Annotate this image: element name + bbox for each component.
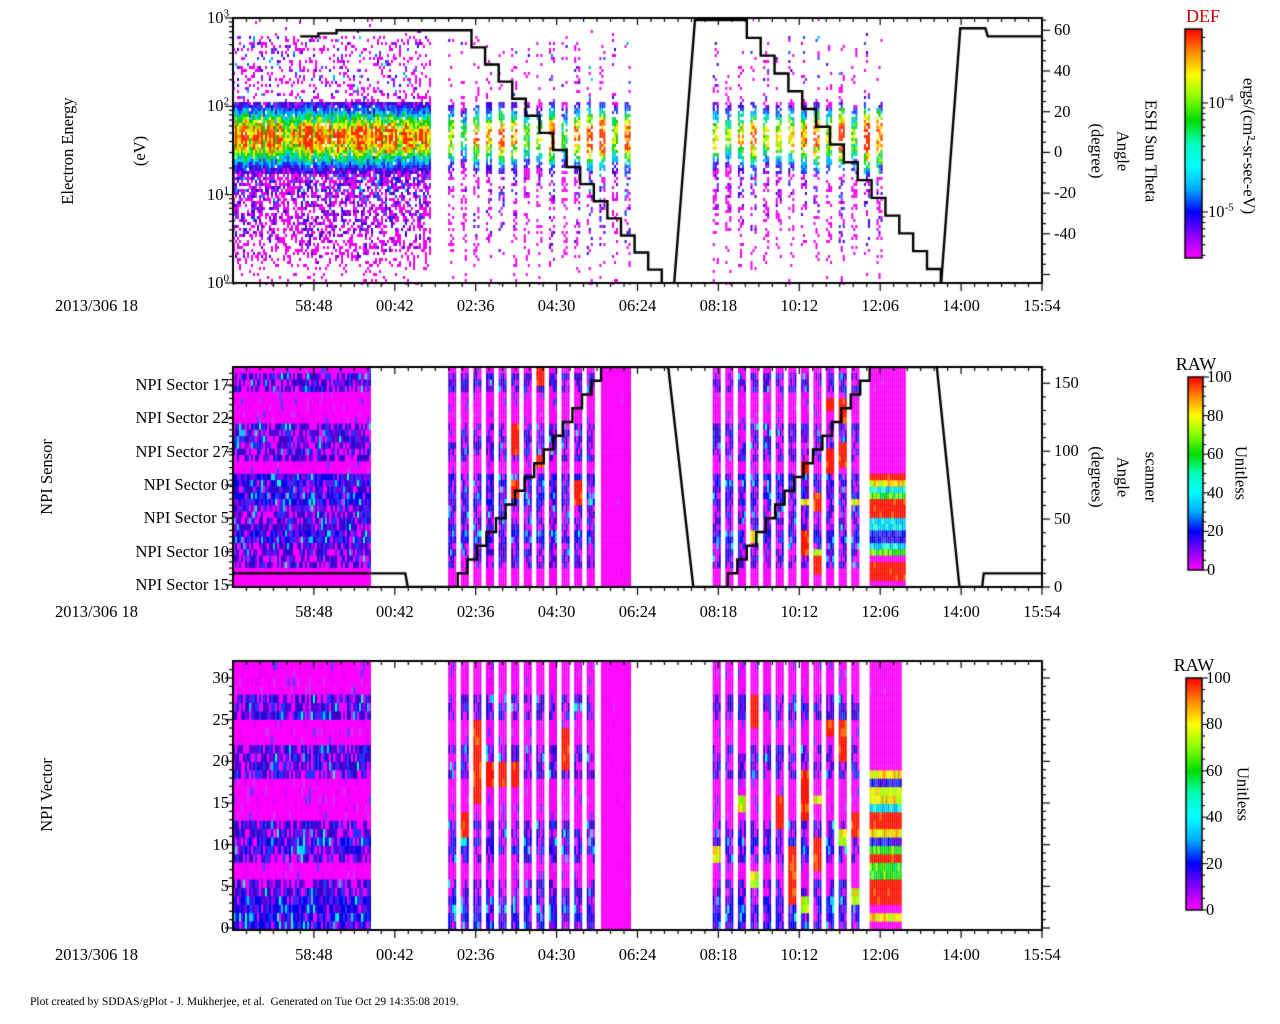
- right-tick-label: -20: [1054, 182, 1076, 202]
- x-tick-label: 08:18: [699, 944, 738, 964]
- colorbar-tick-label: 100: [1207, 366, 1232, 386]
- right-tick-label: 0: [1054, 142, 1063, 162]
- x-tick-label: 08:18: [699, 601, 738, 621]
- x-tick-label: 00:42: [376, 601, 414, 621]
- colorbar-tick-label: 40: [1207, 482, 1224, 502]
- y-axis-title: NPI Sensor: [36, 439, 56, 515]
- right-axis-title: ESH Sun Theta: [1141, 99, 1161, 202]
- y-tick-label: 103: [207, 7, 229, 27]
- y-tick-label: 15: [212, 792, 230, 812]
- x-tick-label: 14:00: [942, 601, 980, 621]
- colorbar-tick-label: 80: [1206, 714, 1223, 734]
- right-axis-title: (degree): [1087, 123, 1107, 178]
- y-tick-label-sector: NPI Sector 27: [135, 441, 230, 461]
- x-tick-label: 04:30: [537, 295, 576, 315]
- y-tick-label: 102: [207, 95, 229, 116]
- x-tick-label: 15:54: [1023, 944, 1061, 964]
- date-label: 2013/306 18: [55, 601, 138, 621]
- right-tick-label: 150: [1054, 373, 1079, 393]
- x-tick-label: 10:12: [780, 601, 819, 621]
- x-tick-label: 06:24: [618, 601, 657, 621]
- x-tick-label: 12:06: [861, 944, 899, 964]
- right-axis-title: (degrees): [1087, 446, 1107, 508]
- y-tick-label-sector: NPI Sector 22: [135, 408, 230, 428]
- x-tick-label: 15:54: [1023, 601, 1061, 621]
- x-tick-label: 58:48: [295, 295, 333, 315]
- x-tick-label: 02:36: [456, 944, 495, 964]
- right-tick-label: 0: [1054, 576, 1063, 596]
- x-tick-label: 10:12: [780, 295, 819, 315]
- colorbar-title-raw: RAW: [1173, 655, 1215, 675]
- right-tick-label: 60: [1054, 20, 1071, 40]
- y-tick-label: 5: [220, 876, 229, 896]
- colorbar-tick-label: 100: [1206, 667, 1231, 687]
- right-tick-label: 40: [1054, 60, 1071, 80]
- y-tick-label: 30: [212, 667, 230, 687]
- x-tick-label: 06:24: [618, 295, 657, 315]
- right-tick-label: -40: [1054, 223, 1076, 243]
- x-tick-label: 12:06: [861, 295, 899, 315]
- y-tick-label-sector: NPI Sector 15: [135, 574, 230, 594]
- y-axis-title: Electron Energy: [57, 96, 77, 205]
- right-tick-label: 100: [1054, 440, 1079, 460]
- colorbar-tick-label: 60: [1207, 443, 1224, 463]
- footer-credit: Plot created by SDDAS/gPlot - J. Mukherj…: [30, 996, 459, 1008]
- colorbar-tick-label: 10-5: [1208, 201, 1234, 221]
- colorbar-title-raw: RAW: [1175, 354, 1217, 374]
- date-label: 2013/306 18: [55, 295, 138, 315]
- y-axis-title: (eV): [129, 135, 149, 166]
- colorbar-tick-label: 40: [1206, 806, 1223, 826]
- y-tick-label: 100: [207, 272, 229, 292]
- x-tick-label: 02:36: [456, 295, 495, 315]
- x-tick-label: 00:42: [376, 295, 414, 315]
- x-tick-label: 58:48: [295, 944, 333, 964]
- colorbar-tick-label: 20: [1206, 853, 1223, 873]
- right-tick-label: 50: [1054, 508, 1071, 528]
- x-tick-label: 14:00: [942, 295, 980, 315]
- date-label: 2013/306 18: [55, 944, 138, 964]
- x-tick-label: 06:24: [618, 944, 657, 964]
- x-tick-label: 15:54: [1023, 295, 1061, 315]
- y-tick-label: 101: [207, 183, 229, 204]
- y-tick-label-sector: NPI Sector 17: [135, 374, 230, 394]
- x-tick-label: 14:00: [942, 944, 980, 964]
- x-tick-label: 04:30: [537, 944, 576, 964]
- right-axis-title: Angle: [1113, 130, 1133, 171]
- x-tick-label: 58:48: [295, 601, 333, 621]
- y-tick-label: 20: [212, 751, 230, 771]
- x-tick-label: 02:36: [456, 601, 495, 621]
- colorbar-tick-label: 80: [1207, 405, 1224, 425]
- y-tick-label-sector: NPI Sector 10: [135, 541, 230, 561]
- colorbar-tick-label: 0: [1207, 559, 1216, 579]
- x-tick-label: 00:42: [376, 944, 414, 964]
- x-tick-label: 12:06: [861, 601, 899, 621]
- y-tick-label-sector: NPI Sector 0: [143, 474, 229, 494]
- colorbar-tick-label: 20: [1207, 521, 1224, 541]
- right-axis-title: scanner: [1141, 451, 1161, 503]
- right-axis-title: Angle: [1113, 456, 1133, 498]
- colorbar-units: ergs/(cm²-sr-sec-eV): [1239, 77, 1259, 215]
- y-tick-label-sector: NPI Sector 5: [143, 508, 229, 528]
- colorbar-tick-label: 60: [1206, 760, 1223, 780]
- colorbar-units: Unitless: [1231, 445, 1251, 501]
- x-tick-label: 10:12: [780, 944, 819, 964]
- colorbar-units: Unitless: [1233, 766, 1253, 822]
- right-tick-label: 20: [1054, 101, 1071, 121]
- y-tick-label: 25: [212, 709, 230, 729]
- y-tick-label: 0: [220, 917, 229, 937]
- x-tick-label: 04:30: [537, 601, 576, 621]
- x-tick-label: 08:18: [699, 295, 738, 315]
- colorbar-title-def: DEF: [1185, 6, 1221, 26]
- colorbar-tick-label: 10-4: [1208, 92, 1234, 112]
- y-axis-title: NPI Vector: [36, 758, 56, 832]
- y-tick-label: 10: [212, 834, 230, 854]
- colorbar-tick-label: 0: [1206, 899, 1215, 919]
